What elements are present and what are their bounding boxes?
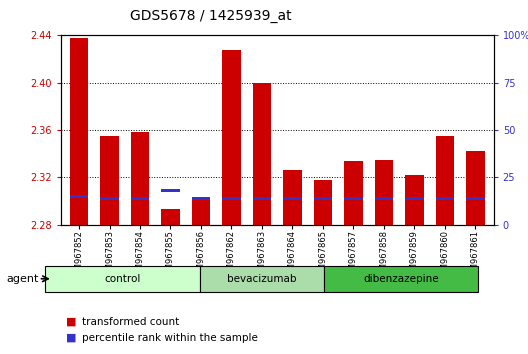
- Bar: [253, 83, 271, 225]
- Text: ■: ■: [66, 333, 77, 343]
- Bar: [284, 196, 301, 200]
- Text: ■: ■: [66, 317, 77, 327]
- Bar: [192, 196, 210, 200]
- Bar: [131, 196, 149, 200]
- Bar: [436, 196, 454, 200]
- Bar: [100, 196, 119, 200]
- Bar: [314, 180, 332, 225]
- Bar: [436, 136, 454, 225]
- Bar: [284, 170, 301, 225]
- Bar: [70, 38, 88, 225]
- Bar: [406, 175, 423, 225]
- Bar: [222, 50, 241, 225]
- Bar: [222, 196, 241, 200]
- Text: transformed count: transformed count: [82, 317, 179, 327]
- Text: bevacizumab: bevacizumab: [227, 274, 297, 284]
- Bar: [253, 196, 271, 200]
- Text: GDS5678 / 1425939_at: GDS5678 / 1425939_at: [130, 9, 292, 23]
- Bar: [406, 196, 423, 200]
- Bar: [466, 196, 485, 200]
- Bar: [375, 196, 393, 200]
- Text: dibenzazepine: dibenzazepine: [363, 274, 439, 284]
- Bar: [100, 136, 119, 225]
- Bar: [162, 189, 180, 193]
- Text: percentile rank within the sample: percentile rank within the sample: [82, 333, 258, 343]
- Bar: [131, 132, 149, 225]
- Text: control: control: [105, 274, 141, 284]
- Bar: [70, 195, 88, 198]
- Text: agent: agent: [6, 274, 39, 284]
- Bar: [162, 210, 180, 225]
- Bar: [375, 160, 393, 225]
- Bar: [314, 196, 332, 200]
- Bar: [192, 199, 210, 225]
- Bar: [344, 196, 363, 200]
- Bar: [344, 161, 363, 225]
- Bar: [466, 152, 485, 225]
